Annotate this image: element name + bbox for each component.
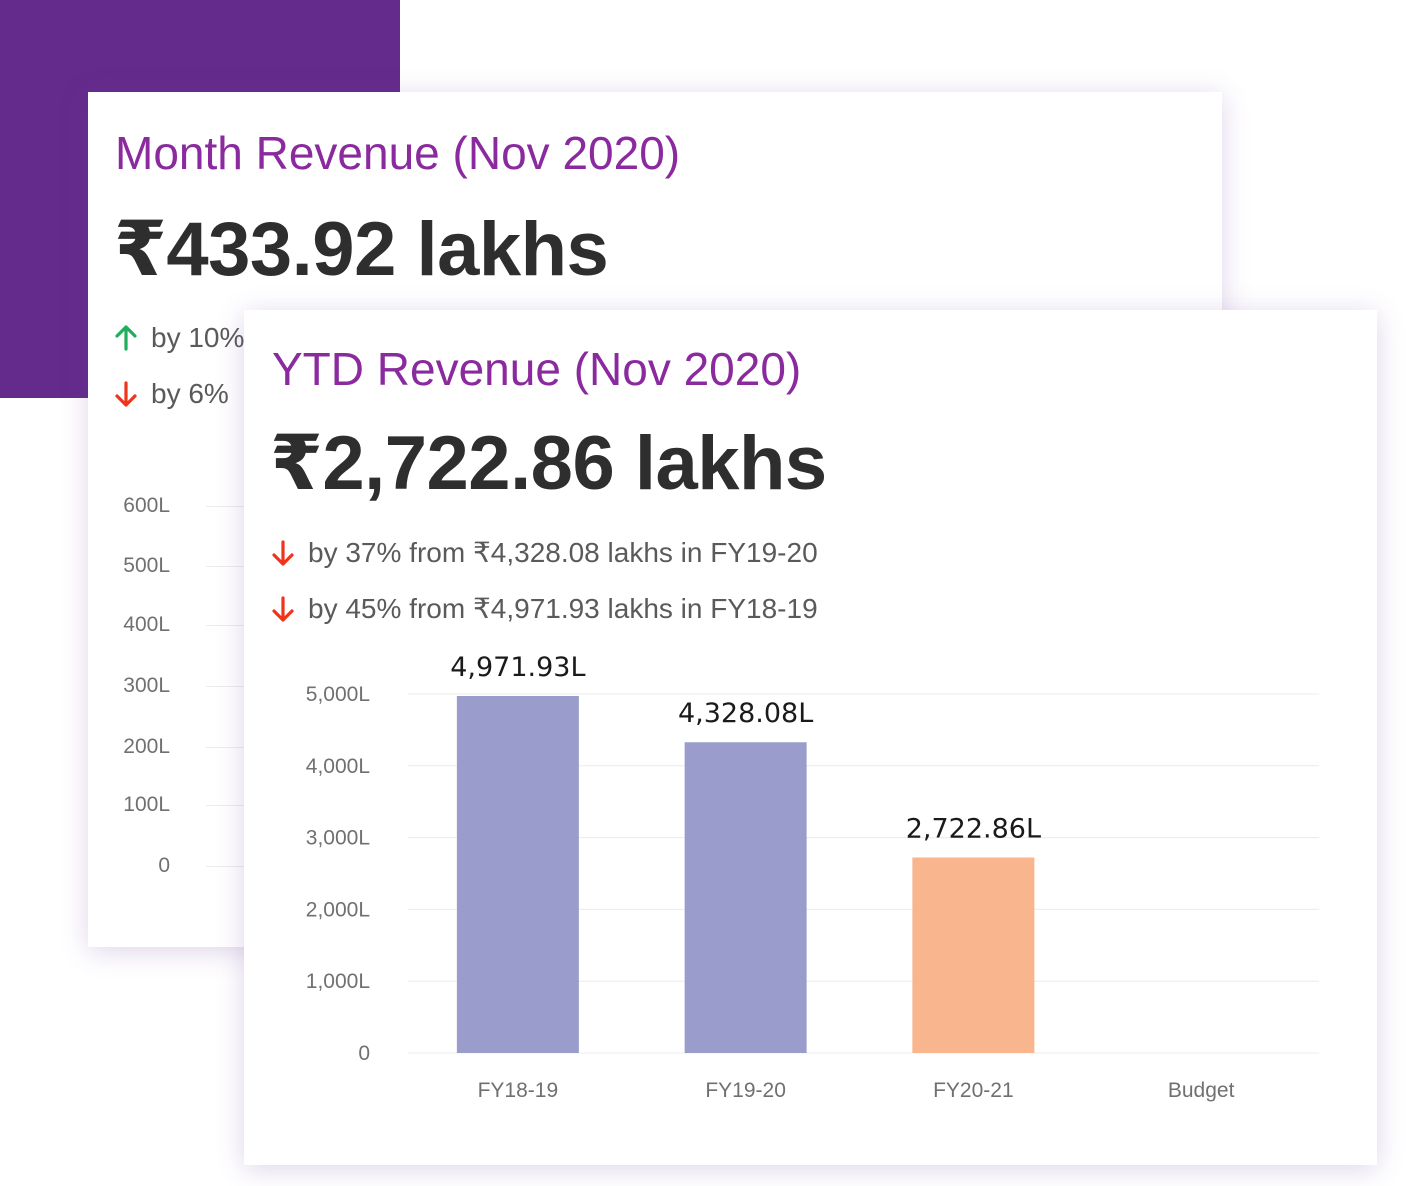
ytd-bar	[456, 696, 579, 1053]
month-gridline	[206, 506, 246, 507]
month-gridline	[206, 805, 246, 806]
month-y-tick: 0	[158, 854, 170, 877]
arrow-down-icon	[272, 539, 294, 566]
ytd-bar-chart: 0 1,000L 2,000L 3,000L 4,000L 5,000L 4,971.93L…	[306, 652, 1319, 1102]
ytd-bar	[912, 857, 1035, 1053]
month-y-tick: 200L	[123, 735, 170, 758]
ytd-bar	[684, 742, 807, 1053]
ytd-y-tick-label: 1,000L	[306, 970, 370, 993]
ytd-change-text: by 37% from ₹4,328.08 lakhs in FY19-20	[308, 537, 818, 568]
month-gridline	[206, 566, 246, 567]
ytd-x-tick-label: FY20-21	[933, 1079, 1014, 1102]
month-y-tick: 500L	[123, 554, 170, 577]
month-gridline	[206, 625, 246, 626]
ytd-x-tick-label: FY19-20	[705, 1079, 786, 1102]
ytd-y-tick-label: 2,000L	[306, 898, 370, 921]
month-y-tick: 400L	[123, 613, 170, 636]
month-change-up: by 10%	[115, 322, 244, 354]
month-revenue-title: Month Revenue (Nov 2020)	[115, 127, 681, 179]
month-change-down-text: by 6%	[151, 378, 229, 409]
month-gridline	[206, 866, 246, 867]
ytd-change-vs-fy19-20: by 37% from ₹4,328.08 lakhs in FY19-20	[272, 536, 818, 569]
ytd-data-label: 4,328.08L	[678, 698, 813, 729]
month-revenue-amount: ₹433.92 lakhs	[114, 207, 609, 292]
ytd-y-tick-label: 0	[358, 1042, 370, 1065]
month-y-tick: 600L	[123, 494, 170, 517]
ytd-data-label: 4,971.93L	[450, 652, 585, 683]
arrow-down-icon	[272, 595, 294, 622]
ytd-x-tick-label: Budget	[1168, 1079, 1235, 1102]
ytd-y-tick-label: 3,000L	[306, 827, 370, 850]
ytd-revenue-amount: ₹2,722.86 lakhs	[270, 421, 827, 506]
ytd-change-text: by 45% from ₹4,971.93 lakhs in FY18-19	[308, 593, 818, 624]
ytd-y-tick-label: 5,000L	[306, 683, 370, 706]
month-change-up-text: by 10%	[151, 322, 245, 353]
month-y-tick: 300L	[123, 674, 170, 697]
ytd-x-tick-label: FY18-19	[478, 1079, 559, 1102]
ytd-y-tick-label: 4,000L	[306, 755, 370, 778]
month-y-tick: 100L	[123, 793, 170, 816]
arrow-up-icon	[115, 325, 137, 351]
month-change-down: by 6%	[115, 378, 229, 410]
month-gridline	[206, 747, 246, 748]
ytd-change-vs-fy18-19: by 45% from ₹4,971.93 lakhs in FY18-19	[272, 592, 818, 625]
ytd-revenue-title: YTD Revenue (Nov 2020)	[272, 343, 802, 395]
arrow-down-icon	[115, 381, 137, 407]
ytd-data-label: 2,722.86L	[906, 813, 1041, 844]
month-gridline	[206, 686, 246, 687]
ytd-revenue-card: YTD Revenue (Nov 2020) ₹2,722.86 lakhs b…	[244, 310, 1377, 1165]
